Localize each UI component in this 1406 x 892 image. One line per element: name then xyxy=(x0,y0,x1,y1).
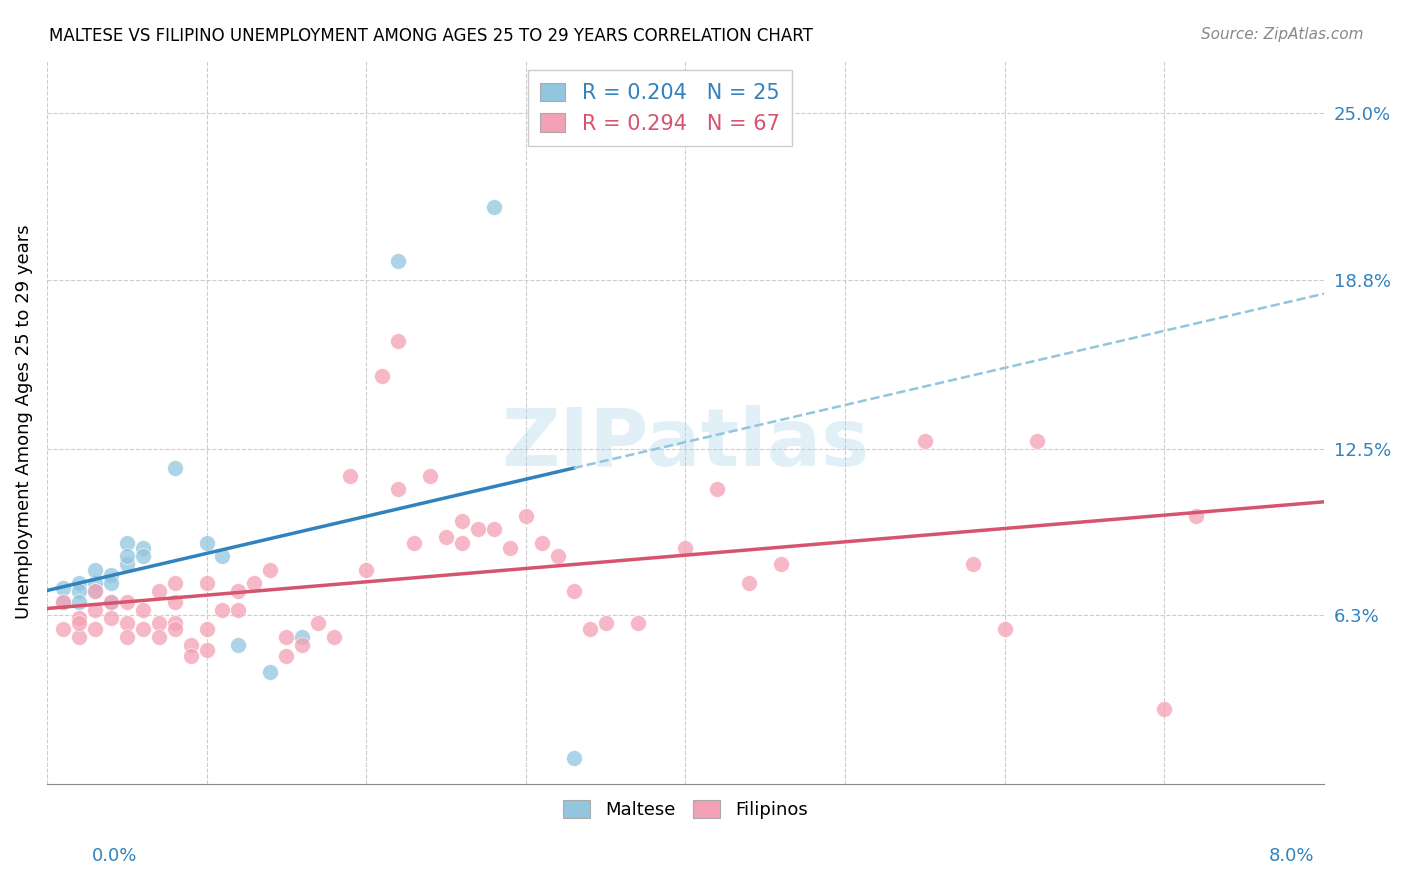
Point xyxy=(115,558,138,572)
Point xyxy=(499,541,522,556)
Text: Source: ZipAtlas.com: Source: ZipAtlas.com xyxy=(1201,27,1364,42)
Point xyxy=(994,622,1017,636)
Point xyxy=(595,616,617,631)
Point xyxy=(914,434,936,448)
Point xyxy=(67,630,90,644)
Point xyxy=(547,549,569,564)
Point xyxy=(163,576,186,591)
Point xyxy=(163,460,186,475)
Text: MALTESE VS FILIPINO UNEMPLOYMENT AMONG AGES 25 TO 29 YEARS CORRELATION CHART: MALTESE VS FILIPINO UNEMPLOYMENT AMONG A… xyxy=(49,27,813,45)
Point xyxy=(419,468,441,483)
Point xyxy=(163,595,186,609)
Point xyxy=(131,603,153,617)
Point xyxy=(83,584,105,599)
Point xyxy=(962,558,984,572)
Point xyxy=(339,468,361,483)
Point xyxy=(259,563,281,577)
Point xyxy=(259,665,281,679)
Point xyxy=(67,611,90,625)
Point xyxy=(211,549,233,564)
Point xyxy=(770,558,793,572)
Point xyxy=(163,616,186,631)
Point xyxy=(243,576,266,591)
Point xyxy=(354,563,377,577)
Point xyxy=(1153,702,1175,716)
Point xyxy=(131,549,153,564)
Point xyxy=(52,595,75,609)
Point xyxy=(228,638,250,652)
Point xyxy=(83,603,105,617)
Point xyxy=(148,616,170,631)
Point xyxy=(83,584,105,599)
Point xyxy=(180,648,202,663)
Point xyxy=(371,369,394,384)
Point xyxy=(515,508,537,523)
Point xyxy=(1025,434,1047,448)
Point xyxy=(706,482,728,496)
Legend: Maltese, Filipinos: Maltese, Filipinos xyxy=(557,792,815,826)
Point xyxy=(307,616,329,631)
Point xyxy=(323,630,346,644)
Point xyxy=(100,595,122,609)
Point xyxy=(67,576,90,591)
Point xyxy=(115,595,138,609)
Point xyxy=(276,648,298,663)
Point xyxy=(100,595,122,609)
Point xyxy=(131,622,153,636)
Point xyxy=(451,536,474,550)
Point xyxy=(67,595,90,609)
Point xyxy=(387,334,409,349)
Point xyxy=(115,616,138,631)
Point xyxy=(115,549,138,564)
Point xyxy=(195,576,218,591)
Point xyxy=(195,643,218,657)
Point xyxy=(482,522,505,536)
Point xyxy=(291,630,314,644)
Point xyxy=(562,750,585,764)
Point xyxy=(211,603,233,617)
Point xyxy=(52,622,75,636)
Point xyxy=(100,576,122,591)
Text: 8.0%: 8.0% xyxy=(1270,847,1315,865)
Point xyxy=(148,630,170,644)
Point xyxy=(83,622,105,636)
Point xyxy=(115,536,138,550)
Point xyxy=(578,622,600,636)
Point xyxy=(291,638,314,652)
Point xyxy=(482,200,505,214)
Point xyxy=(67,616,90,631)
Point xyxy=(67,584,90,599)
Y-axis label: Unemployment Among Ages 25 to 29 years: Unemployment Among Ages 25 to 29 years xyxy=(15,225,32,619)
Point xyxy=(195,536,218,550)
Point xyxy=(52,582,75,596)
Text: ZIPatlas: ZIPatlas xyxy=(502,405,869,483)
Point xyxy=(148,584,170,599)
Text: 0.0%: 0.0% xyxy=(91,847,136,865)
Point xyxy=(402,536,425,550)
Point xyxy=(434,531,457,545)
Point xyxy=(467,522,489,536)
Point xyxy=(530,536,553,550)
Point xyxy=(738,576,761,591)
Point xyxy=(131,541,153,556)
Point xyxy=(100,568,122,582)
Point xyxy=(626,616,648,631)
Point xyxy=(163,622,186,636)
Point xyxy=(675,541,697,556)
Point xyxy=(180,638,202,652)
Point xyxy=(83,563,105,577)
Point xyxy=(387,482,409,496)
Point xyxy=(276,630,298,644)
Point xyxy=(562,584,585,599)
Point xyxy=(83,576,105,591)
Point xyxy=(52,595,75,609)
Point xyxy=(1185,508,1208,523)
Point xyxy=(451,514,474,528)
Point xyxy=(228,603,250,617)
Point xyxy=(115,630,138,644)
Point xyxy=(228,584,250,599)
Point xyxy=(387,254,409,268)
Point xyxy=(195,622,218,636)
Point xyxy=(100,611,122,625)
